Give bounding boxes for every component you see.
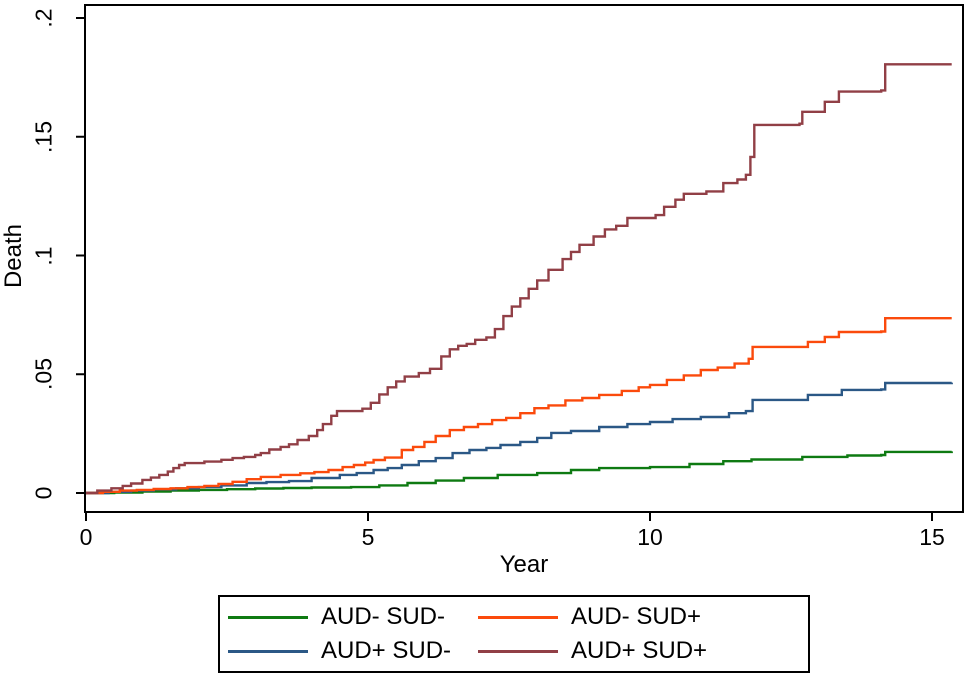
- series-curve-aud-sud-: [86, 450, 953, 495]
- plot-border: [84, 4, 964, 513]
- legend-item: AUD- SUD-: [228, 601, 445, 633]
- legend-item: AUD- SUD+: [478, 601, 701, 633]
- y-tick-label: .2: [30, 8, 57, 28]
- series-curve-aud+sud-: [86, 381, 953, 495]
- y-tick-label: .05: [30, 358, 57, 391]
- legend-item: AUD+ SUD+: [478, 635, 707, 667]
- y-tick-label: 0: [30, 486, 57, 500]
- legend-line-swatch-blue: [228, 649, 308, 653]
- y-tick-label: .1: [30, 245, 57, 266]
- legend-label: AUD+ SUD-: [321, 637, 452, 664]
- legend-line-swatch-maroon: [478, 649, 558, 653]
- y-axis-title: Death: [0, 223, 27, 289]
- x-tick-label: 15: [919, 524, 945, 550]
- legend-label: AUD+ SUD+: [571, 637, 708, 664]
- legend-label: AUD- SUD+: [571, 603, 702, 630]
- x-axis-title: Year: [499, 551, 549, 578]
- legend-label: AUD- SUD-: [321, 603, 445, 630]
- series-curve-aud-sud+: [86, 317, 952, 495]
- x-tick-label: 5: [361, 524, 375, 550]
- legend-item: AUD+ SUD-: [228, 635, 451, 667]
- series-curve-aud+sud+: [86, 63, 952, 495]
- x-tick-label: 10: [637, 524, 663, 550]
- legend-line-swatch-orange: [478, 615, 558, 619]
- legend-box: AUD- SUD- AUD- SUD+ AUD+ SUD- AUD+ SUD+: [218, 595, 810, 673]
- x-tick-label: 0: [79, 524, 93, 550]
- legend-line-swatch-green: [228, 615, 308, 619]
- y-tick-label: .15: [30, 120, 57, 153]
